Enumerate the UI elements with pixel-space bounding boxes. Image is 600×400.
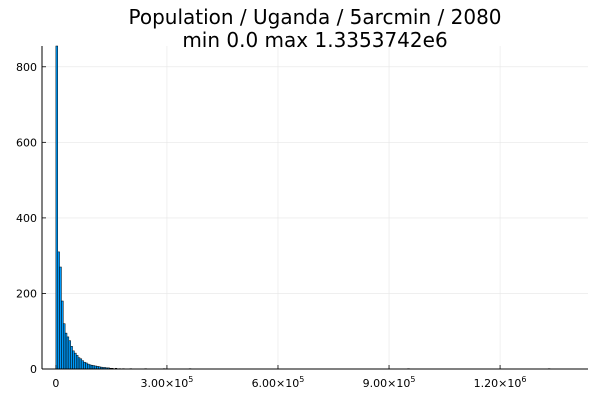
x-axis-ticks: 0 3.00×105 6.00×105 9.00×105 1.20×106 — [52, 365, 526, 390]
histogram-bar — [59, 266, 62, 370]
histogram-bar — [66, 336, 70, 370]
y-tick-label: 200 — [16, 287, 37, 300]
histogram-bars — [55, 45, 551, 370]
x-tick-label: 6.00×105 — [252, 375, 305, 390]
histogram-bar — [68, 340, 71, 370]
x-tick-label: 9.00×105 — [363, 375, 416, 390]
histogram-bar — [79, 358, 83, 370]
histogram-bar — [81, 360, 84, 370]
y-tick-label: 0 — [30, 363, 37, 376]
histogram-bar — [75, 355, 79, 370]
grid-lines — [42, 46, 588, 370]
y-tick-label: 800 — [16, 61, 37, 74]
y-axis-ticks: 0 200 400 600 800 — [16, 61, 46, 376]
histogram-bar — [70, 346, 73, 370]
histogram-bar — [57, 251, 60, 370]
histogram-bar — [87, 363, 90, 370]
histogram-bar — [85, 362, 88, 370]
histogram-bar — [72, 350, 75, 370]
chart-title: Population / Uganda / 5arcmin / 2080 — [128, 5, 501, 29]
histogram-bar — [90, 364, 94, 370]
histogram-bar — [77, 357, 81, 370]
x-tick-label: 0 — [52, 377, 59, 390]
x-tick-label: 1.20×106 — [474, 375, 527, 390]
histogram-bar — [83, 361, 86, 370]
histogram-bar — [92, 365, 95, 370]
histogram-bar — [74, 352, 77, 370]
histogram-bar — [55, 45, 58, 370]
histogram-bar — [63, 323, 66, 370]
chart-subtitle: min 0.0 max 1.3353742e6 — [182, 28, 447, 52]
axes — [41, 46, 588, 370]
histogram-bar — [64, 332, 68, 370]
y-tick-label: 600 — [16, 136, 37, 149]
y-tick-label: 400 — [16, 212, 37, 225]
histogram-bar — [61, 300, 64, 370]
histogram-bar — [88, 364, 92, 370]
x-tick-label: 3.00×105 — [141, 375, 194, 390]
